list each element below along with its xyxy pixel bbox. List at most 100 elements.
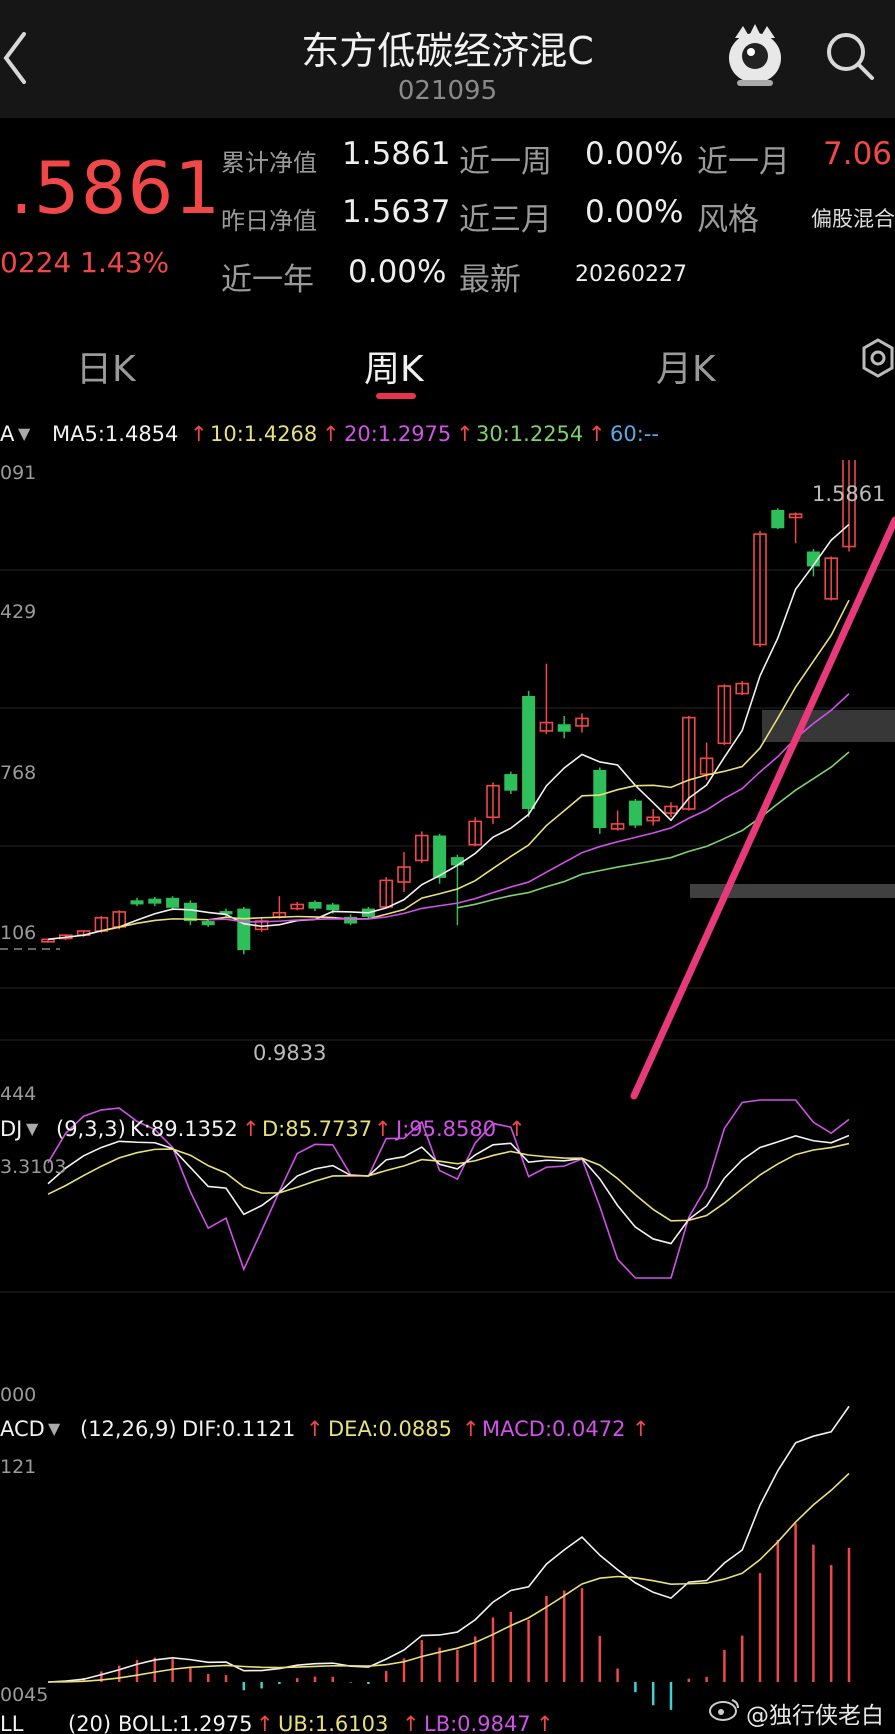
kdj-params: (9,3,3) [56,1117,126,1141]
candle-body-up [575,717,589,727]
candle-body-down [183,902,197,922]
ma-dropdown-icon[interactable]: ▼ [18,424,31,443]
candle-body-down [326,904,340,911]
kdj-j-line [47,1099,850,1279]
macd-params: (12,26,9) [80,1417,177,1441]
week-label: 近一周 [459,144,552,180]
candle-body-down [628,800,642,826]
ma5-arrow: ↑ [190,422,208,446]
three-month-value: 0.00% [585,194,684,230]
month-value: 7.06 [823,136,893,172]
boll-mid-arrow: ↑ [256,1712,274,1734]
tab-day-k[interactable]: 日K [76,349,136,390]
active-tab-indicator [376,393,416,399]
macd-dea-value: DEA:0.0885 [328,1417,452,1441]
kdj-selector[interactable]: DJ [0,1117,23,1141]
ma-selector[interactable]: A [0,422,15,446]
boll-selector[interactable]: LL [0,1712,24,1734]
boll-params: (20) [68,1712,112,1734]
candle-body-down [504,774,518,791]
candle-body-up [842,460,856,548]
settings-icon[interactable] [858,336,895,384]
candle-body-up [646,816,661,822]
prev-nav-label: 昨日净值 [221,207,317,235]
macd-dif-arrow: ↑ [306,1417,324,1441]
candle-body-down [219,911,233,915]
ma5-line [47,523,850,941]
kdj-axis-bottom: 000 [0,1384,37,1406]
candle-body-down [344,916,358,924]
candle-body-down [593,769,607,829]
candle-body-up [468,820,483,846]
macd-selector[interactable]: ACD [0,1417,45,1441]
candle-body-down [522,696,536,809]
boll-mid-value: BOLL:1.2975 [118,1712,253,1734]
year-label: 近一年 [221,262,314,298]
candle-body-up [664,805,678,814]
kdj-k-line [47,1134,850,1245]
back-icon[interactable] [0,28,40,88]
watermark: @独行侠老白 [708,1688,895,1732]
ma20-arrow: ↑ [456,422,474,446]
ma20-line [208,693,850,923]
candle-body-up [379,879,394,908]
axis-label-3: 106 [0,922,37,944]
kdj-j-value: J:95.8580 [396,1117,497,1141]
kdj-lines [47,1099,850,1279]
boll-ub-value: UB:1.6103 [278,1712,389,1734]
candle-body-down [237,908,251,951]
three-month-label: 近三月 [459,202,552,238]
axis-label-1: 429 [0,601,37,623]
macd-layer [47,1405,851,1710]
candle-body-down [130,900,144,905]
macd-arrow: ↑ [632,1417,650,1441]
tab-month-k[interactable]: 月K [656,349,716,390]
candle-body-up [397,866,411,883]
kline-chart[interactable] [0,460,895,1734]
macd-dif-value: DIF:0.1121 [182,1417,296,1441]
mascot-icon[interactable] [725,22,785,88]
boll-lb-value: LB:0.9847 [424,1712,531,1734]
candle-body-up [610,823,625,830]
candle-body-up [290,903,305,910]
candle-body-down [806,551,820,567]
weibo-logo-icon [709,1699,739,1721]
candle-body-up [699,757,714,775]
resistance-band [762,710,895,742]
candle-body-down [433,835,447,878]
trend-line [630,516,895,1100]
style-value: 偏股混合 [811,207,895,231]
candle-body-up [539,721,554,732]
ma30-line [457,751,850,909]
latest-label: 最新 [459,262,521,298]
high-price-label: 1.5861 [812,482,886,506]
candle-body-up [486,784,500,819]
tab-week-k[interactable]: 周K [364,349,424,390]
cum-nav-value: 1.5861 [342,136,451,172]
kdj-indicator-bar: DJ ▼ (9,3,3) K:89.1352 ↑ D:85.7737 ↑ J:9… [0,1105,895,1153]
ma-indicator-bar: A ▼ MA5:1.4854 ↑ 10:1.4268 ↑ 20:1.2975 ↑… [0,412,895,460]
boll-lb-arrow: ↑ [536,1712,554,1734]
candle-body-up [414,834,429,862]
ma10-arrow: ↑ [322,422,340,446]
kdj-j-arrow: ↑ [508,1117,526,1141]
kdj-dropdown-icon[interactable]: ▼ [26,1119,39,1138]
candle-body-down [771,509,785,529]
year-value: 0.00% [348,254,447,290]
low-price-label: 0.9833 [253,1041,327,1065]
ma10-value: 10:1.4268 [210,422,318,446]
week-value: 0.00% [585,136,684,172]
candle-body-down [557,724,571,732]
ma30-arrow: ↑ [588,422,606,446]
search-icon[interactable] [822,28,878,84]
support-band [690,884,895,898]
cum-nav-label: 累计净值 [221,149,317,177]
price-change: 0224 1.43% [0,246,170,279]
candle-body-up [717,685,732,745]
candle-body-up [824,557,839,600]
candle-body-down [308,901,322,909]
macd-axis-top: 121 [0,1456,37,1478]
axis-label-bottom: 444 [0,1083,37,1105]
candle-body-down [148,898,162,904]
macd-dropdown-icon[interactable]: ▼ [48,1419,61,1438]
